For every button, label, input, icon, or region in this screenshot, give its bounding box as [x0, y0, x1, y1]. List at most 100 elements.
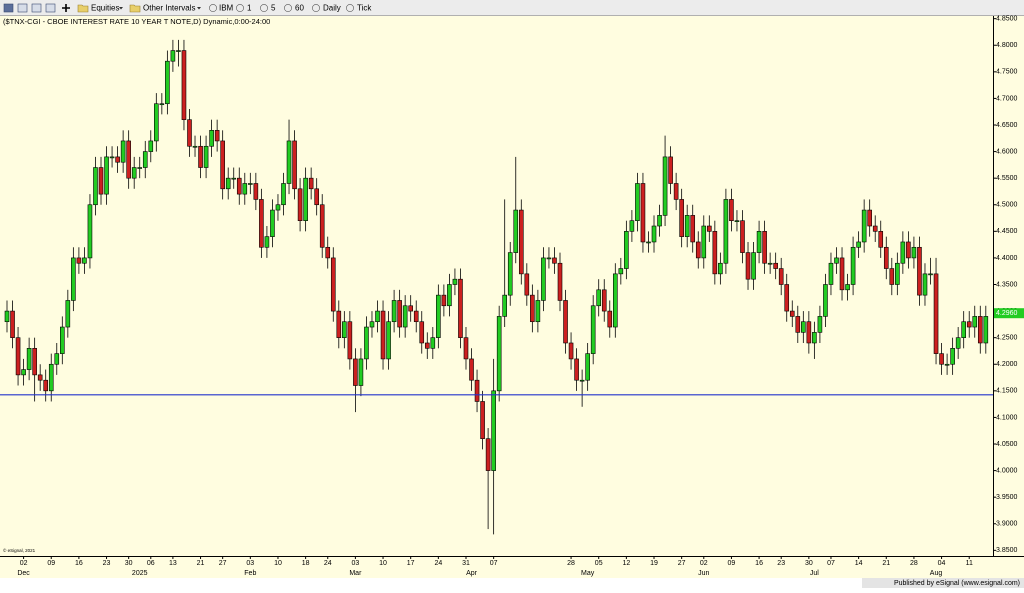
- toolbar-button[interactable]: Daily: [323, 4, 341, 13]
- candle-body: [740, 220, 745, 253]
- candle-body: [419, 321, 425, 344]
- candle-body: [242, 183, 248, 195]
- candle-body: [386, 321, 391, 360]
- candle-body: [546, 257, 552, 260]
- candle-body: [718, 262, 723, 275]
- candle-body: [596, 289, 602, 307]
- candle-body: [491, 390, 496, 471]
- candle-body: [364, 326, 369, 360]
- candle-body: [21, 369, 26, 376]
- candle-body: [59, 326, 65, 354]
- candle-body: [850, 246, 856, 285]
- candle-body: [955, 337, 961, 349]
- candle-body: [701, 225, 707, 259]
- candle-body: [447, 284, 452, 307]
- icon-folder: [77, 4, 89, 13]
- y-tick-label: 4.7500: [996, 69, 1018, 76]
- candle-body: [867, 209, 872, 227]
- candle-body: [225, 177, 231, 190]
- candle-body: [612, 273, 618, 328]
- x-tick-label: 07: [490, 560, 498, 567]
- candle-body: [684, 215, 690, 237]
- candle-body: [856, 241, 861, 248]
- candle-body: [961, 321, 966, 338]
- candle-body: [513, 209, 519, 253]
- x-tick-label: 24: [324, 560, 332, 567]
- x-tick-label: 18: [302, 560, 310, 567]
- y-tick-label: 4.1000: [996, 414, 1018, 421]
- candle-body: [358, 358, 364, 386]
- candle-body: [259, 199, 264, 248]
- candle-body: [668, 156, 673, 184]
- toolbar-button[interactable]: 1: [247, 4, 252, 13]
- x-tick-label: 14: [855, 560, 863, 567]
- x-tick-label: 27: [678, 560, 686, 567]
- candle-body: [762, 231, 767, 264]
- candle-body: [353, 358, 358, 386]
- candle-body: [474, 379, 480, 402]
- icon-plus[interactable]: [62, 4, 70, 12]
- candle-body: [253, 183, 259, 200]
- x-tick-label: 04: [938, 560, 946, 567]
- candle-body: [895, 262, 900, 285]
- candle-body: [729, 199, 734, 221]
- candle-body: [336, 310, 342, 338]
- candle-body: [889, 268, 895, 285]
- x-tick-label: 09: [47, 560, 55, 567]
- toolbar-button[interactable]: 60: [295, 4, 304, 13]
- candle-body: [214, 130, 220, 142]
- toolbar-button[interactable]: Other Intervals: [143, 4, 195, 13]
- candle-body: [32, 348, 37, 376]
- candle-body: [369, 321, 375, 328]
- y-tick-label: 4.2000: [996, 361, 1018, 368]
- toolbar-button[interactable]: 5: [271, 4, 276, 13]
- candle-body: [76, 257, 82, 264]
- candle-body: [767, 262, 773, 265]
- y-tick-label: 4.5500: [996, 175, 1018, 182]
- candle-body: [308, 177, 314, 190]
- candle-body: [297, 188, 303, 221]
- candle-body: [828, 262, 834, 285]
- candle-body: [436, 294, 441, 338]
- candle-body: [662, 156, 668, 216]
- x-tick-label: 07: [827, 560, 835, 567]
- candle-body: [518, 209, 524, 275]
- x-month-label: Jun: [698, 570, 709, 577]
- icon-folder: [129, 4, 141, 13]
- toolbar-button[interactable]: Tick: [357, 4, 372, 13]
- toolbar-button[interactable]: IBM: [219, 4, 234, 13]
- last-price-label: 4.2960: [996, 310, 1018, 317]
- candle-body: [795, 316, 801, 333]
- x-tick-label: 28: [910, 560, 918, 567]
- candle-body: [574, 358, 579, 381]
- status-bar: [0, 578, 1024, 588]
- candle-body: [568, 342, 574, 360]
- icon-symbol: [236, 4, 244, 12]
- icon-symbol: [284, 4, 292, 12]
- candle-body: [601, 289, 607, 312]
- candle-body: [906, 241, 911, 259]
- x-tick-label: 03: [351, 560, 359, 567]
- candle-body: [248, 183, 253, 185]
- y-tick-label: 3.9000: [996, 521, 1018, 528]
- toolbar-button[interactable]: Equities: [91, 4, 119, 13]
- candle-body: [541, 257, 546, 301]
- publish-box: [862, 578, 1024, 588]
- candle-body: [629, 220, 635, 232]
- x-tick-label: 11: [966, 560, 973, 567]
- candle-body: [690, 215, 696, 243]
- x-month-label: Feb: [244, 570, 256, 577]
- icon-symbol: [209, 4, 217, 12]
- candle-body: [723, 199, 729, 264]
- candle-body: [170, 50, 176, 62]
- icon: [45, 3, 56, 13]
- candle-body: [380, 310, 386, 360]
- candle-body: [801, 321, 806, 333]
- candle-body: [93, 167, 98, 206]
- y-tick-label: 4.0500: [996, 441, 1018, 448]
- icon-symbol: [260, 4, 268, 12]
- candle-body: [861, 209, 867, 243]
- candle-body: [983, 316, 989, 344]
- x-tick-label: 10: [274, 560, 282, 567]
